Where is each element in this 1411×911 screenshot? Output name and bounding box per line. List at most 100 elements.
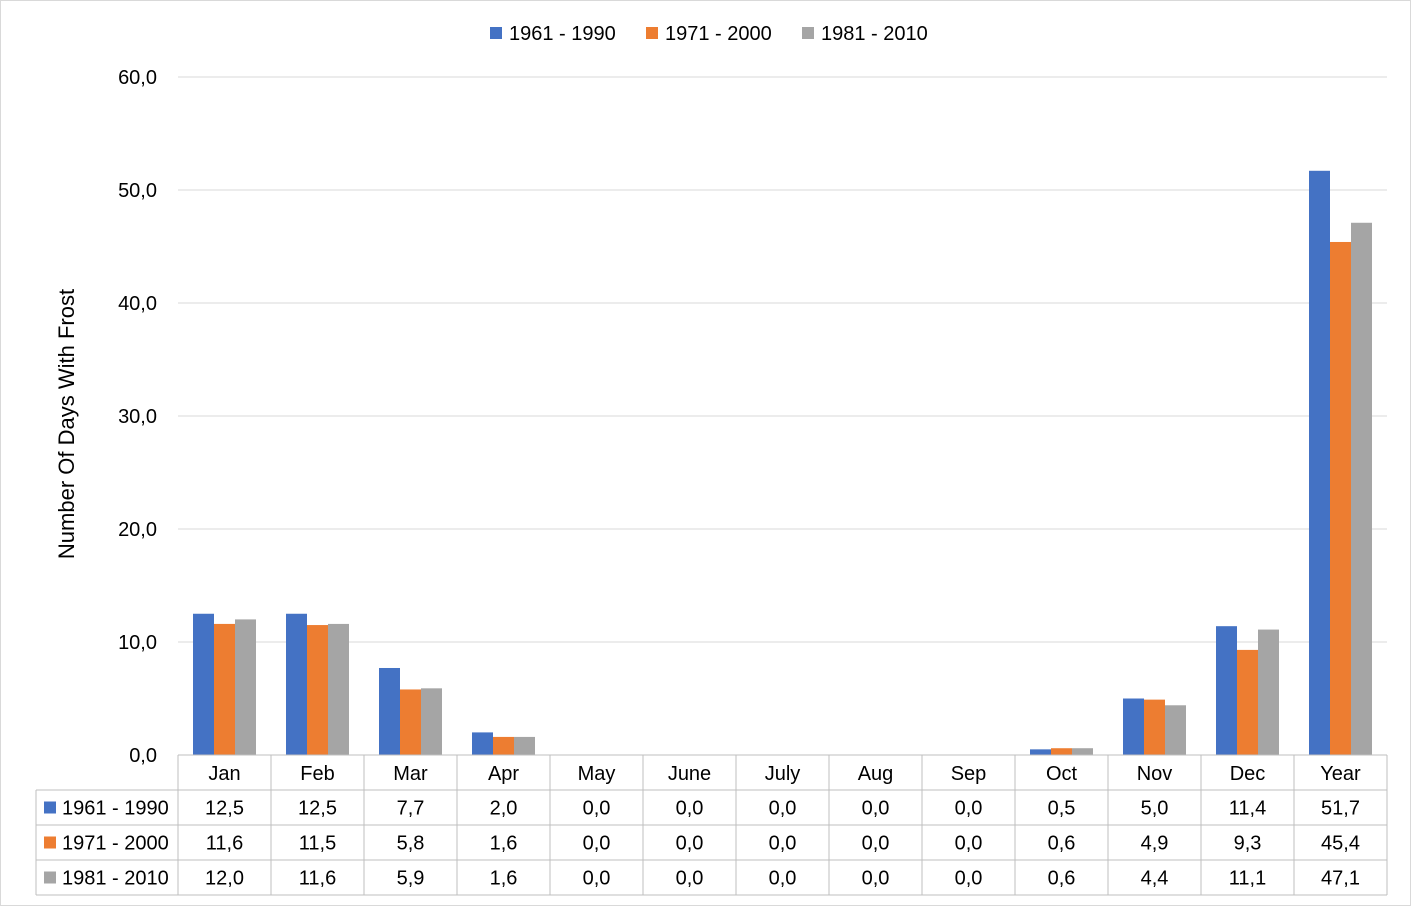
table-cell: 0,0 [955, 833, 983, 855]
data-table: Jan Feb Mar Apr May June July Aug Sep Oct Nov Dec Ye… [35, 754, 1388, 896]
legend-label-1961-1990: 1961 - 1990 [509, 23, 616, 45]
table-cell: 0,5 [1048, 798, 1076, 820]
bar-mar-1981-2010 [421, 688, 442, 755]
table-cell: 0,0 [955, 798, 983, 820]
bar-feb-1961-1990 [286, 613, 307, 755]
table-cell: 0,0 [583, 798, 611, 820]
category-label-apr: Apr [488, 763, 519, 785]
y-axis-label: Number Of Days With Frost [54, 289, 79, 559]
table-series-label-1961-1990: 1961 - 1990 [62, 798, 169, 820]
table-cell: 0,0 [769, 868, 797, 890]
table-swatch-1971-2000 [44, 836, 56, 849]
category-label-june: June [668, 763, 711, 785]
table-cell: 5,0 [1141, 798, 1169, 820]
table-cell: 51,7 [1321, 798, 1360, 820]
table-cell: 45,4 [1321, 833, 1360, 855]
category-label-year: Year [1320, 763, 1361, 785]
category-label-may: May [578, 763, 616, 785]
table-swatch-1961-1990 [44, 801, 56, 814]
bar-jan-1971-2000 [214, 623, 235, 755]
table-cell: 4,4 [1141, 868, 1169, 890]
y-tick-label: 40,0 [118, 293, 157, 315]
table-cell: 2,0 [490, 798, 518, 820]
table-cell: 11,5 [299, 833, 336, 855]
bar-year-1961-1990 [1309, 170, 1330, 756]
category-label-mar: Mar [393, 763, 428, 785]
table-cell: 5,8 [397, 833, 425, 855]
table-cell: 0,0 [955, 868, 983, 890]
table-cell: 0,0 [862, 833, 890, 855]
bar-nov-1971-2000 [1144, 699, 1165, 755]
y-tick-label: 60,0 [118, 67, 157, 89]
table-cell: 0,0 [769, 798, 797, 820]
bar-oct-1981-2010 [1072, 748, 1093, 755]
table-swatch-1981-2010 [44, 871, 56, 884]
bar-nov-1961-1990 [1123, 698, 1144, 755]
table-cell: 11,6 [299, 868, 336, 890]
bar-year-1981-2010 [1351, 222, 1372, 755]
legend-label-1971-2000: 1971 - 2000 [665, 23, 772, 45]
bar-oct-1971-2000 [1051, 748, 1072, 755]
table-cell: 0,0 [862, 868, 890, 890]
bar-mar-1961-1990 [379, 667, 400, 755]
gridlines [178, 76, 1387, 643]
bar-jan-1981-2010 [235, 619, 256, 755]
bar-oct-1961-1990 [1030, 749, 1051, 755]
bars [193, 170, 1372, 756]
legend-swatch-1961-1990 [490, 27, 502, 39]
bar-apr-1971-2000 [493, 736, 514, 755]
table-cell: 0,0 [676, 798, 704, 820]
table-cell: 11,1 [1229, 868, 1266, 890]
table-cell: 11,4 [1229, 798, 1266, 820]
bar-mar-1971-2000 [400, 689, 421, 755]
category-label-jan: Jan [208, 763, 240, 785]
table-cell: 0,0 [769, 833, 797, 855]
table-cell: 12,5 [205, 798, 244, 820]
category-label-oct: Oct [1046, 763, 1078, 785]
category-label-sep: Sep [951, 763, 987, 785]
table-cell: 9,3 [1234, 833, 1262, 855]
table-cell: 12,5 [298, 798, 337, 820]
category-label-aug: Aug [858, 763, 894, 785]
y-tick-label: 10,0 [118, 632, 157, 654]
table-series-label-1971-2000: 1971 - 2000 [62, 833, 169, 855]
table-cell: 0,0 [862, 798, 890, 820]
y-tick-label: 20,0 [118, 519, 157, 541]
table-cell: 1,6 [490, 833, 518, 855]
legend-label-1981-2010: 1981 - 2010 [821, 23, 928, 45]
bar-year-1971-2000 [1330, 241, 1351, 756]
bar-dec-1971-2000 [1237, 649, 1258, 755]
table-cell: 1,6 [490, 868, 518, 890]
legend: 1961 - 1990 1971 - 2000 1981 - 2010 [490, 23, 928, 45]
bar-dec-1961-1990 [1216, 626, 1237, 755]
bar-nov-1981-2010 [1165, 705, 1186, 755]
y-tick-label: 50,0 [118, 180, 157, 202]
table-cell: 4,9 [1141, 833, 1169, 855]
y-tick-label: 30,0 [118, 406, 157, 428]
bar-feb-1981-2010 [328, 623, 349, 755]
bar-jan-1961-1990 [193, 613, 214, 755]
y-axis-tick-labels: 0,0 10,0 20,0 30,0 40,0 50,0 60,0 [118, 67, 157, 767]
table-cell: 0,0 [676, 868, 704, 890]
table-series-label-1981-2010: 1981 - 2010 [62, 868, 169, 890]
y-tick-label: 0,0 [129, 745, 157, 767]
table-cell: 0,0 [583, 868, 611, 890]
table-cell: 11,6 [206, 833, 243, 855]
bar-apr-1981-2010 [514, 736, 535, 755]
table-cell: 0,6 [1048, 833, 1076, 855]
category-label-july: July [765, 763, 801, 785]
category-label-nov: Nov [1137, 763, 1173, 785]
table-cell: 47,1 [1321, 868, 1360, 890]
table-cell: 0,0 [676, 833, 704, 855]
category-label-feb: Feb [300, 763, 334, 785]
table-cell: 5,9 [397, 868, 425, 890]
table-cell: 0,6 [1048, 868, 1076, 890]
legend-swatch-1971-2000 [646, 27, 658, 39]
table-cell: 12,0 [205, 868, 244, 890]
category-label-dec: Dec [1230, 763, 1266, 785]
table-cell: 0,0 [583, 833, 611, 855]
bar-apr-1961-1990 [472, 732, 493, 755]
table-cell: 7,7 [397, 798, 425, 820]
